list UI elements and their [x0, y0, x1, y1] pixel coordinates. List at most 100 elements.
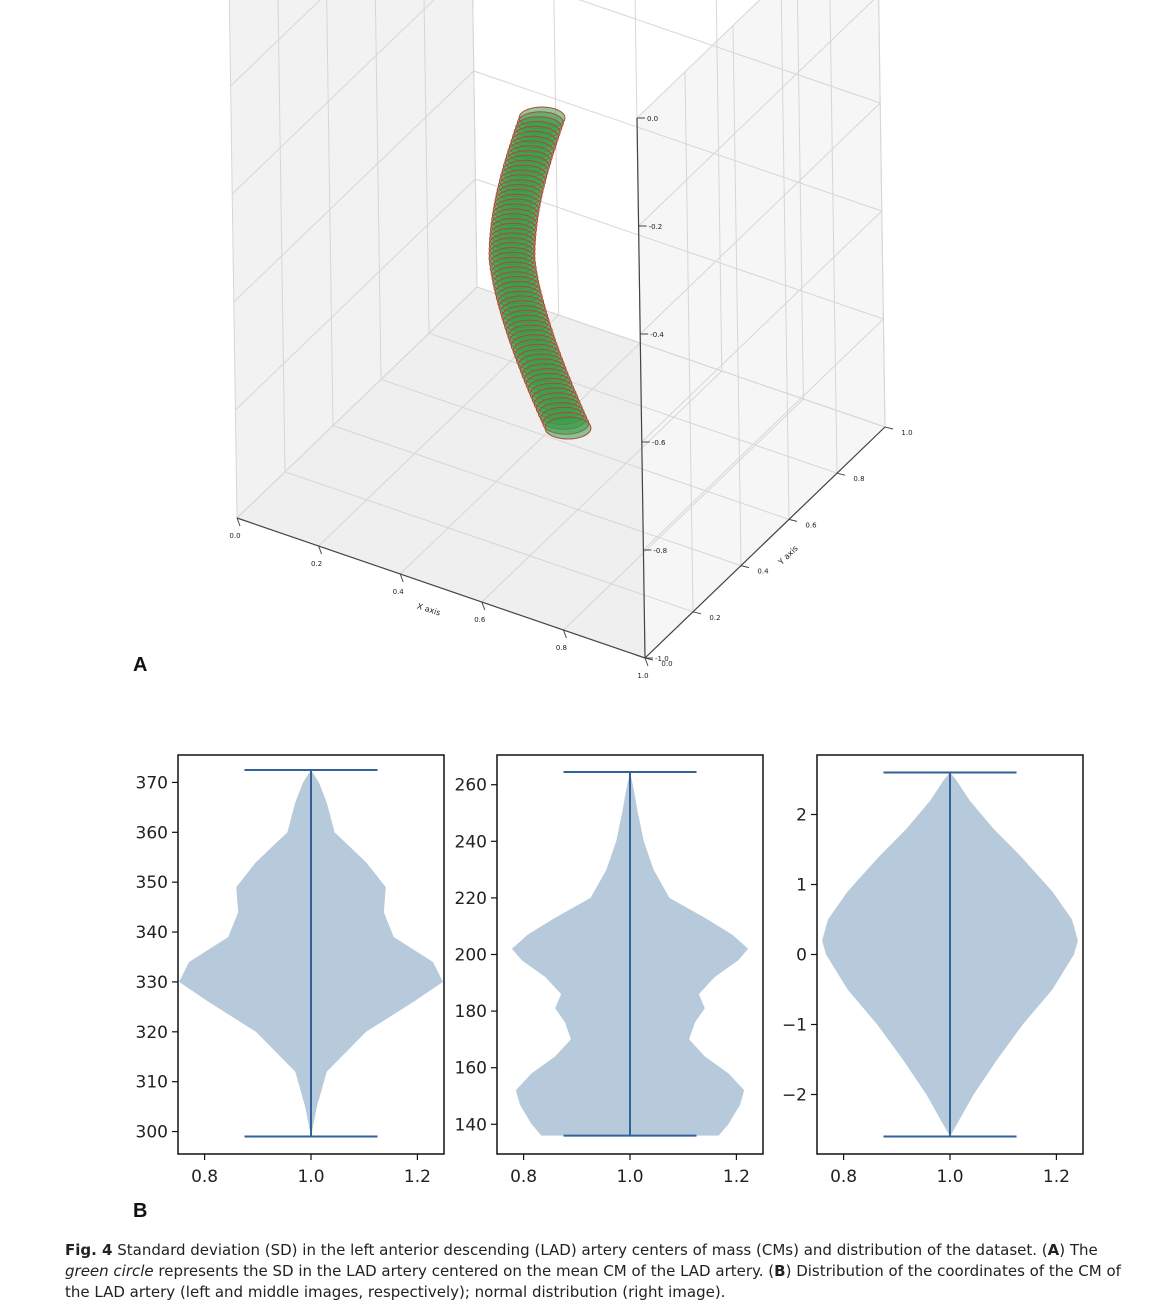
- caption-text-2: ) The: [1059, 1241, 1098, 1259]
- y-tick-label: 350: [136, 873, 168, 893]
- caption-text-3: represents the SD in the LAD artery cent…: [153, 1262, 775, 1280]
- left-wall-gridline: [326, 0, 334, 426]
- z-tick-label: -0.2: [649, 223, 663, 231]
- y-tick-label: 330: [136, 973, 168, 993]
- panel-b-label: B: [133, 1200, 148, 1222]
- sd-circle: [544, 416, 592, 440]
- y-tick-label: 320: [136, 1023, 168, 1043]
- x-axis-line: [236, 517, 646, 659]
- x-tick-label: 1.2: [723, 1167, 750, 1187]
- caption-text-4: ) Distribution of the coordinates of the…: [65, 1262, 1121, 1301]
- x-tick: [562, 629, 567, 639]
- y-tick-label: 0.0: [661, 660, 672, 668]
- y-tick-label: 260: [455, 776, 487, 796]
- y-tick-label: 300: [136, 1123, 168, 1143]
- right-wall-gridline: [636, 0, 761, 119]
- z-axis-line: [636, 117, 646, 659]
- y-tick-label: 220: [455, 889, 487, 909]
- y-axis-label: Y axis: [776, 544, 800, 567]
- y-tick-label: 1: [796, 876, 807, 896]
- right-wall-gridline: [829, 0, 838, 474]
- y-tick-label: 310: [136, 1073, 168, 1093]
- y-tick-label: 200: [455, 946, 487, 966]
- left-wall-gridline: [553, 0, 560, 316]
- z-tick-label: -0.8: [653, 547, 667, 555]
- y-tick-label: 0.4: [757, 568, 769, 576]
- floor-gridline: [380, 378, 790, 520]
- floor-gridline: [481, 370, 723, 603]
- x-tick-label: 0.4: [393, 588, 405, 596]
- caption-figure-number: Fig. 4: [65, 1241, 113, 1259]
- panel-a-label: A: [133, 654, 148, 676]
- z-tick-label: -1.0: [655, 655, 669, 663]
- violin-plot-1: 0.8 1.0 1.2 300 310 320 330 340 350 360 370: [136, 754, 445, 1187]
- y-tick-label: 0: [796, 946, 807, 966]
- y-tick-label: 0.2: [709, 614, 720, 622]
- floor-gridline: [284, 471, 694, 613]
- y-tick-label: −2: [782, 1086, 807, 1106]
- right-wall-gridline: [638, 0, 875, 227]
- right-wall-gridline: [878, 0, 886, 428]
- x-tick-label: 1.0: [616, 1167, 643, 1187]
- z-tick-label: -0.6: [652, 439, 666, 447]
- violin-plot-3: 0.8 1.0 1.2 2 1 0 −1 −2: [782, 754, 1084, 1187]
- left-wall-gridline: [423, 0, 430, 334]
- x-tick-label: 0.0: [229, 532, 240, 540]
- y-tick-label: 180: [455, 1002, 487, 1022]
- y-tick: [692, 611, 702, 615]
- left-wall-gridline: [796, 0, 804, 400]
- floor-gridline: [236, 286, 478, 519]
- x-tick-label: 1.0: [297, 1167, 324, 1187]
- x-tick-label: 1.2: [1043, 1167, 1070, 1187]
- left-wall-gridline: [472, 0, 478, 288]
- left-wall-gridline: [475, 178, 884, 320]
- left-wall-gridline: [473, 70, 882, 212]
- x-tick: [481, 601, 486, 611]
- y-tick: [788, 518, 798, 522]
- floor-gridline: [399, 342, 641, 575]
- caption-italic-green-circle: green circle: [65, 1262, 154, 1280]
- caption-ref-a: A: [1047, 1241, 1060, 1259]
- panel-b-violin-plots: 0.8 1.0 1.2 300 310 320 330 340 350 360 370 0.8 1.0 1…: [136, 754, 1084, 1187]
- x-tick-label: 0.6: [474, 616, 486, 624]
- x-tick-label: 0.8: [556, 644, 567, 652]
- back-left-pane: [229, 0, 477, 518]
- caption-ref-b: B: [774, 1262, 786, 1280]
- left-wall-gridline: [715, 0, 723, 372]
- z-tick-label: 0.0: [647, 115, 658, 123]
- left-wall-gridline: [233, 70, 475, 303]
- right-wall-gridline: [641, 210, 883, 443]
- y-tick-label: 370: [136, 773, 168, 793]
- floor-gridline: [332, 425, 742, 567]
- left-wall-gridline: [578, 0, 881, 104]
- x-tick-label: 0.8: [830, 1167, 857, 1187]
- z-tick-label: -0.4: [650, 331, 664, 339]
- y-tick: [740, 565, 750, 569]
- x-tick-label: 1.0: [637, 672, 648, 680]
- y-tick-label: −1: [782, 1016, 807, 1036]
- y-tick-label: 2: [796, 806, 807, 826]
- x-axis-label: X axis: [416, 602, 442, 618]
- panel-a-3d-plot: 0.0 0.0 0.0 0.2 0.2 -0.2 0.4 0.4 -0.4 0.6 0.6 -0.6 0…: [228, 0, 913, 680]
- back-right-pane: [637, 0, 885, 658]
- x-tick-label: 0.8: [510, 1167, 537, 1187]
- right-wall-gridline: [643, 318, 884, 551]
- right-wall-gridline: [684, 71, 694, 612]
- floor-gridline: [563, 398, 804, 631]
- y-axis-line: [644, 426, 886, 659]
- figure-caption: Fig. 4 Standard deviation (SD) in the le…: [65, 1240, 1145, 1303]
- y-tick: [836, 472, 846, 476]
- x-tick: [318, 545, 323, 555]
- right-wall-gridline: [732, 25, 742, 566]
- left-wall-gridline: [228, 0, 238, 519]
- x-tick: [236, 517, 241, 527]
- left-wall-gridline: [277, 0, 286, 472]
- x-tick: [644, 657, 649, 667]
- y-tick-label: 0.6: [805, 521, 817, 529]
- y-tick: [884, 426, 894, 430]
- y-tick-label: 240: [455, 832, 487, 852]
- x-tick-label: 1.2: [404, 1167, 431, 1187]
- x-tick-label: 1.0: [936, 1167, 963, 1187]
- violin-plot-2: 0.8 1.0 1.2 140 160 180 200 220 240 260: [455, 754, 764, 1187]
